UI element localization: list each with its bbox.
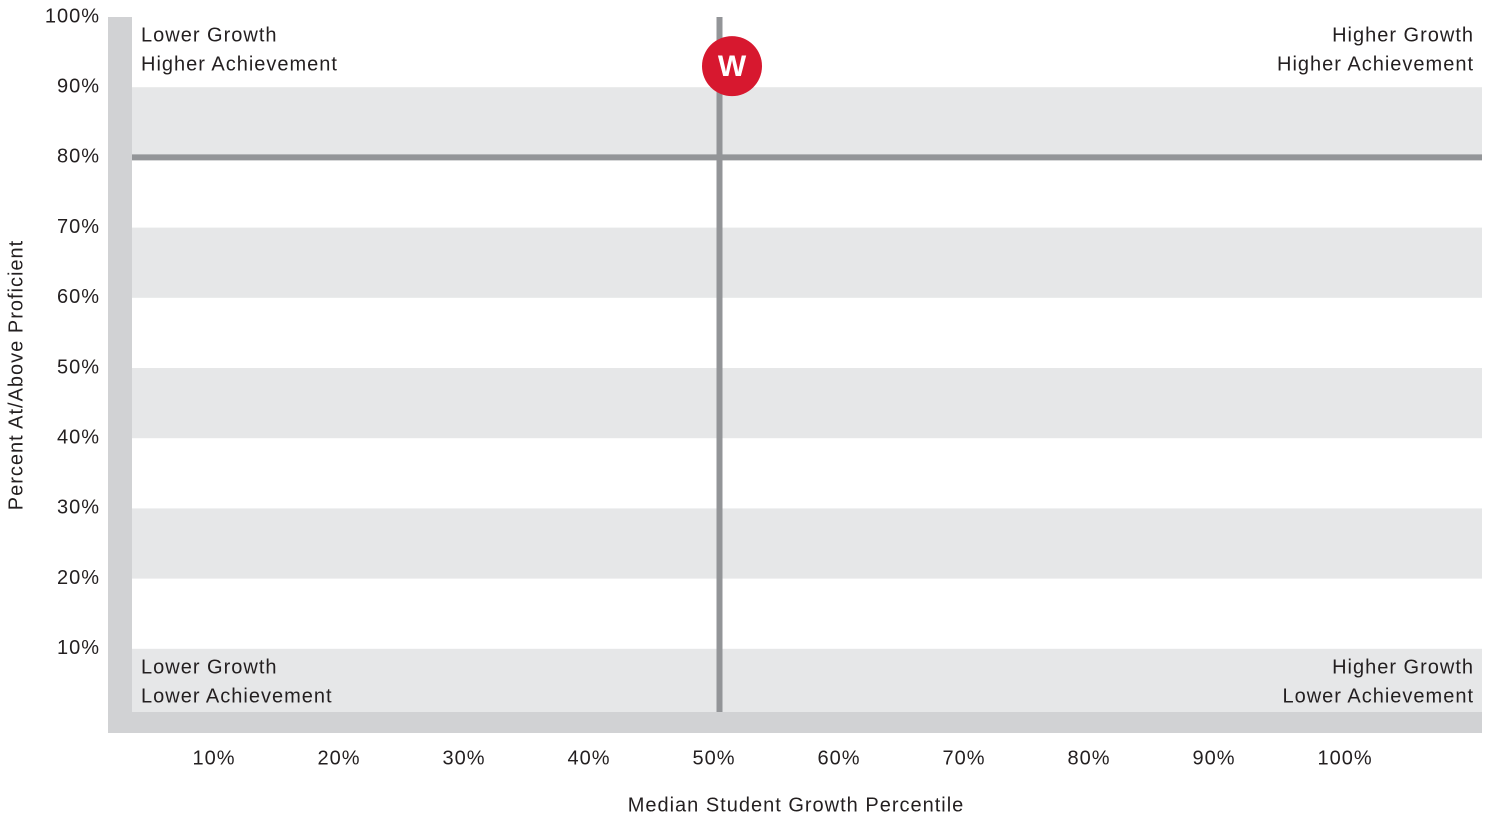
y-tick-label: 40% [57, 426, 100, 448]
x-tick-label: 50% [693, 747, 736, 769]
x-axis-label: Median Student Growth Percentile [628, 794, 965, 816]
grid-band [132, 648, 1482, 712]
y-tick-label: 30% [57, 497, 100, 519]
quadrant-label: Lower Growth [141, 656, 278, 678]
x-tick-label: 90% [1193, 747, 1236, 769]
point-label: W [718, 50, 747, 83]
quadrant-label: Higher Growth [1332, 24, 1474, 46]
y-tick-label: 10% [57, 637, 100, 659]
x-tick-label: 80% [1068, 747, 1111, 769]
quadrant-label: Lower Achievement [1282, 685, 1474, 707]
x-tick-label: 60% [818, 747, 861, 769]
x-axis-bar [108, 712, 1482, 733]
y-axis-bar [108, 17, 132, 733]
quadrant-label: Lower Growth [141, 24, 278, 46]
x-tick-label: 70% [943, 747, 986, 769]
x-tick-label: 10% [193, 747, 236, 769]
x-tick-label: 100% [1318, 747, 1373, 769]
grid-band [132, 87, 1482, 158]
y-tick-label: 90% [57, 75, 100, 97]
x-tick-label: 30% [443, 747, 486, 769]
y-tick-label: 50% [57, 356, 100, 378]
grid-band [132, 368, 1482, 439]
y-axis-label: Percent At/Above Proficient [5, 240, 27, 510]
point [702, 36, 762, 97]
x-tick-label: 40% [568, 747, 611, 769]
grid-band [132, 227, 1482, 298]
y-tick-label: 100% [45, 5, 100, 27]
y-tick-label: 80% [57, 146, 100, 168]
y-tick-label: 20% [57, 567, 100, 589]
y-tick-label: 60% [57, 286, 100, 308]
quadrant-label: Higher Achievement [141, 53, 338, 75]
x-tick-label: 20% [318, 747, 361, 769]
quadrant-label: Higher Growth [1332, 656, 1474, 678]
grid-band [132, 508, 1482, 579]
y-tick-label: 70% [57, 216, 100, 238]
quadrant-label: Higher Achievement [1277, 53, 1474, 75]
quadrant-label: Lower Achievement [141, 685, 333, 707]
